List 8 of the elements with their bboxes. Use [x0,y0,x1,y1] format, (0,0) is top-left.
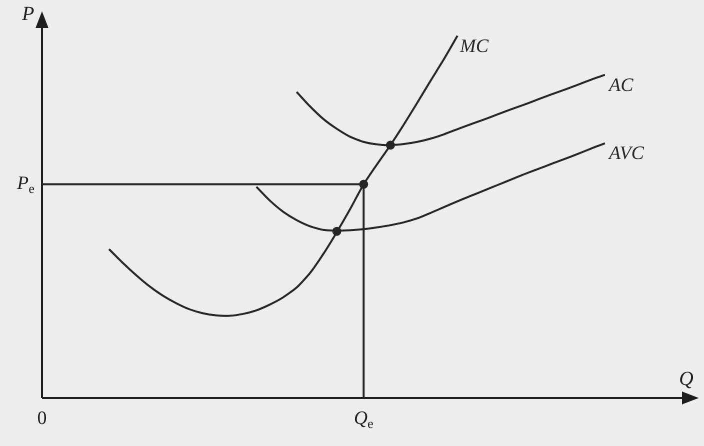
series-label: AVC [607,143,644,164]
x-axis-title: Q [679,368,694,390]
x-tick-label: 0 [37,408,47,429]
y-axis-title: P [21,3,34,25]
series-label: MC [459,36,489,57]
x-tick-label: Q$_{e}$ [354,408,374,431]
annotation: P$_{e}$ [16,173,35,196]
series-label: AC [607,75,634,96]
